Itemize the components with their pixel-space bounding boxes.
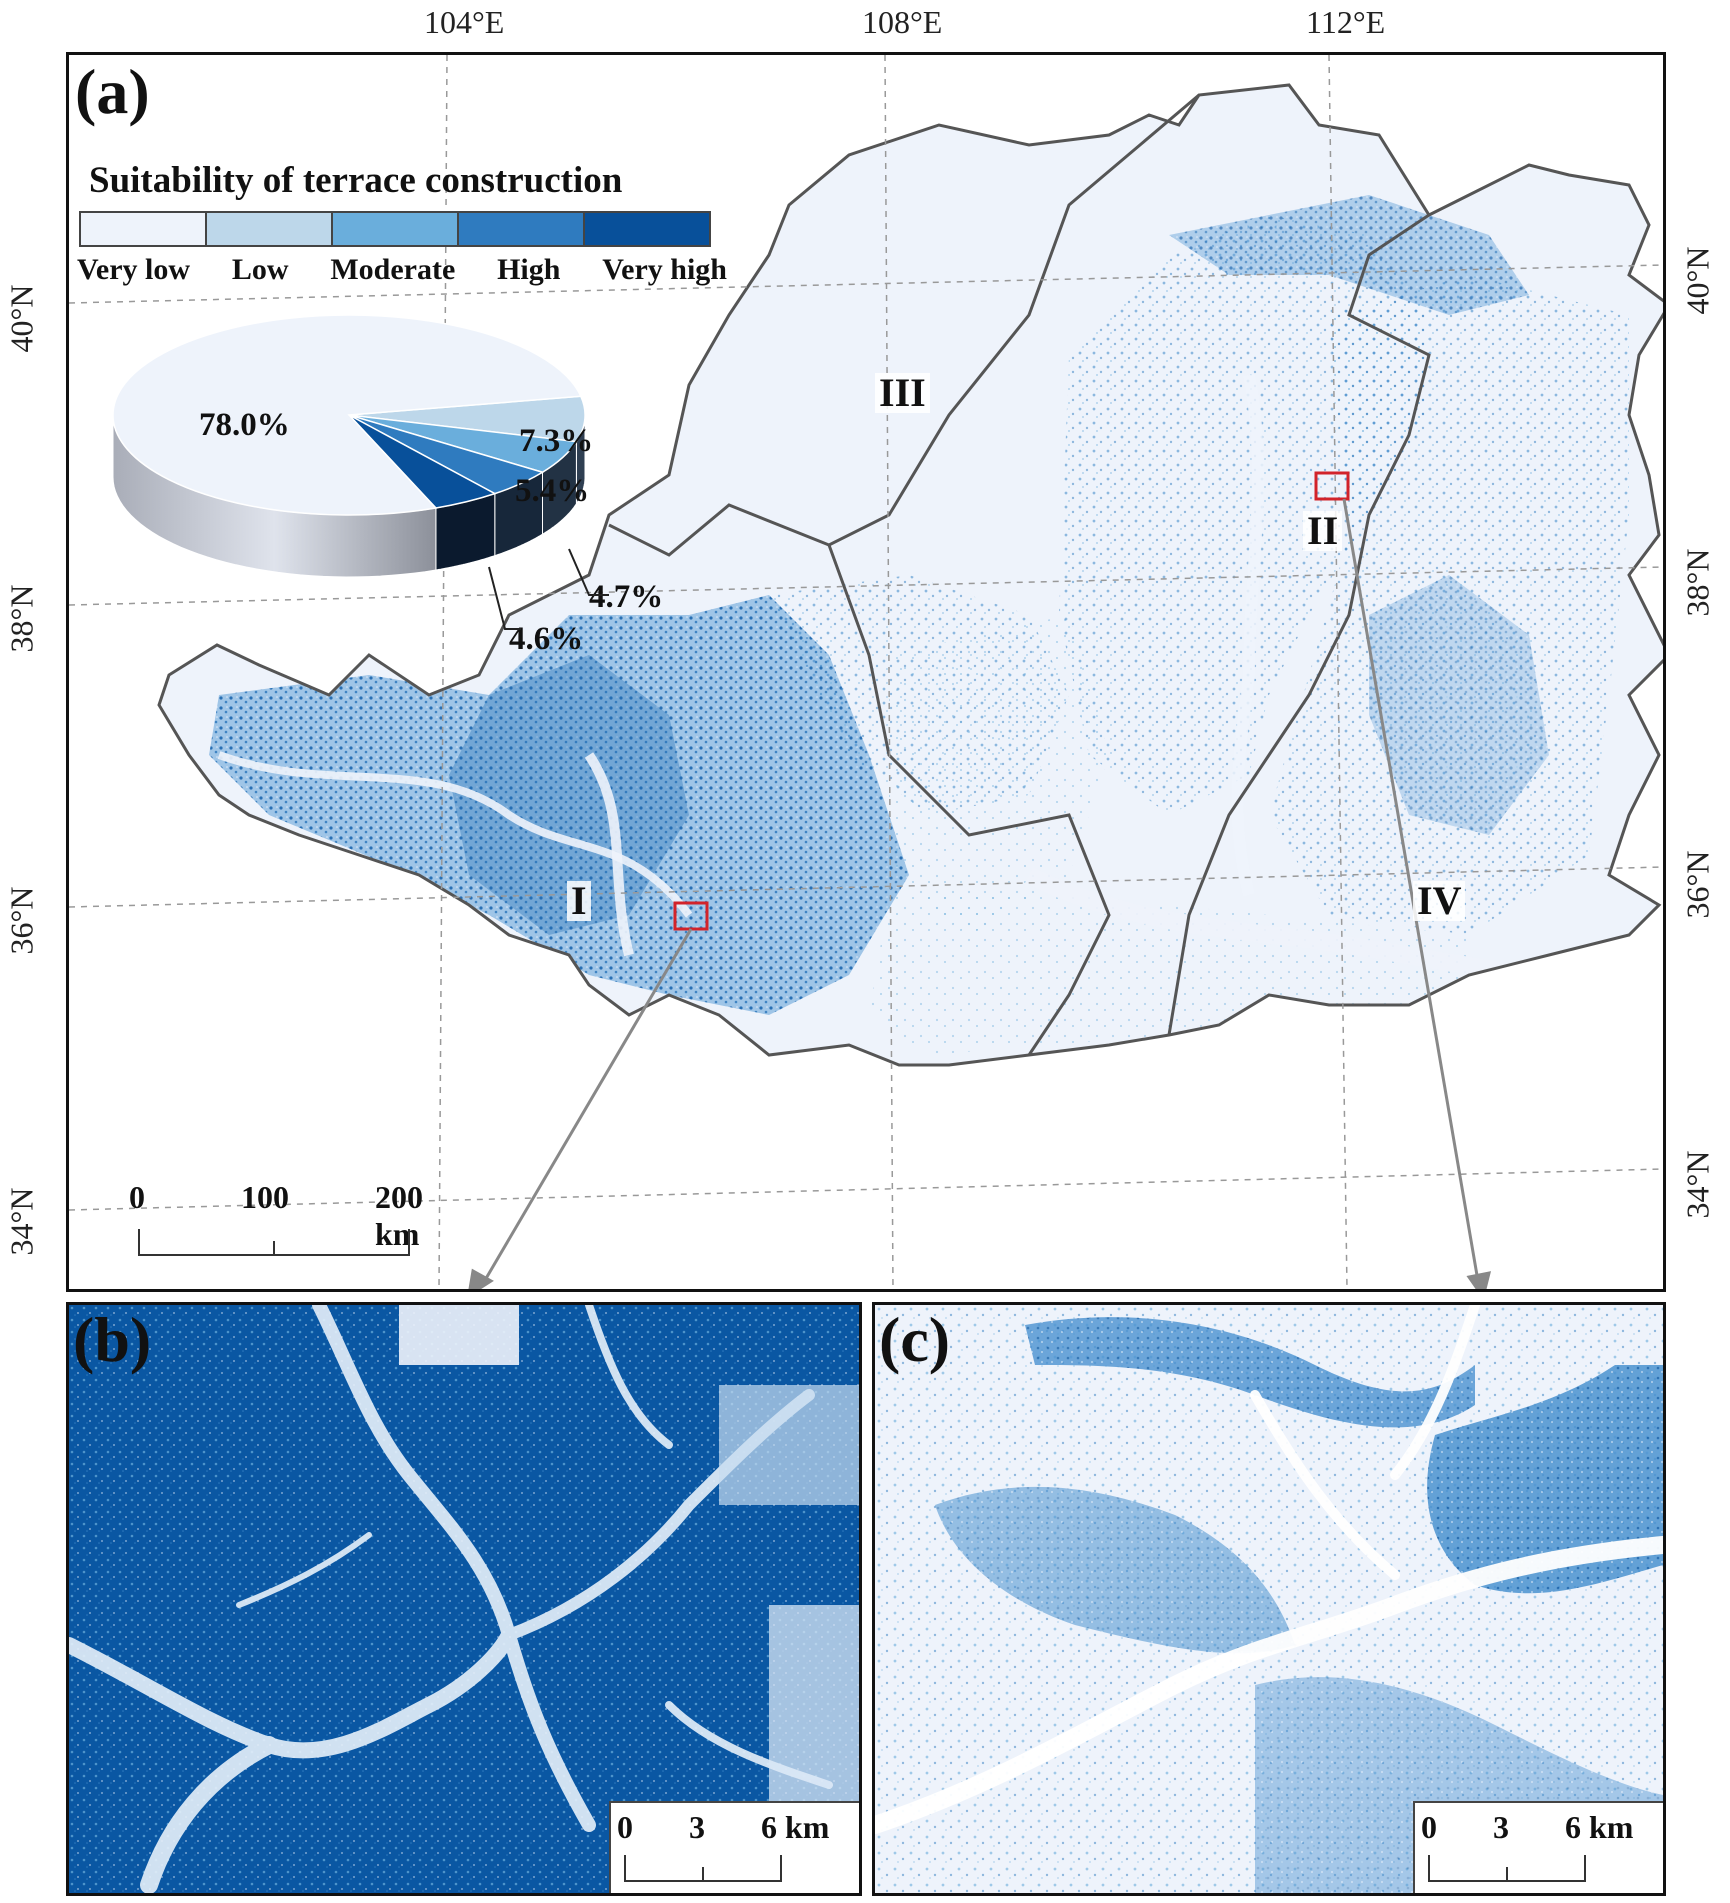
zoom-panel-c: (c) 0 3 6 km [872, 1302, 1666, 1896]
region-boundary-III [608, 93, 1200, 557]
pie-chart [112, 314, 586, 578]
region-label-IV: IV [1413, 881, 1466, 921]
pie-label-very-high: 4.6% [509, 621, 584, 657]
legend-color-bar [79, 211, 711, 247]
lon-label-108: 108°E [862, 4, 943, 40]
scale-main-tick-200: 200 km [375, 1179, 423, 1252]
pie-slice-very-low [112, 314, 582, 516]
legend-title: Suitability of terrace construction [89, 160, 623, 201]
legend-swatch-very-high [585, 213, 709, 245]
zoom-c-canvas [875, 1305, 1663, 1893]
panel-label-b: (b) [73, 1304, 152, 1375]
panel-label-c: (c) [879, 1304, 951, 1375]
suitability-raster [209, 95, 1629, 1055]
scale-b-tick-6: 6 km [761, 1809, 830, 1845]
lat-label-left-34: 34°N [3, 1187, 40, 1256]
lat-label-right-38: 38°N [1679, 548, 1716, 617]
scale-c-tick-6: 6 km [1565, 1809, 1634, 1845]
lat-label-right-40: 40°N [1679, 246, 1716, 315]
zoom-connectors [468, 498, 1492, 1289]
region-boundary-I-east [827, 544, 1111, 1056]
region-label-II: II [1303, 511, 1343, 551]
lon-label-112: 112°E [1306, 4, 1386, 40]
scale-main-tick-100: 100 [241, 1179, 289, 1215]
pie-label-moderate: 5.4% [515, 473, 590, 509]
panel-label-a: (a) [75, 56, 150, 127]
zoom-box-c [1314, 471, 1350, 501]
pie-label-high: 4.7% [589, 579, 664, 615]
region-boundary-II-IV [1167, 213, 1431, 1036]
zoom-panel-b: (b) 0 3 6 km [66, 1302, 862, 1896]
legend-label-very-high: Very high [602, 253, 727, 286]
legend-label-moderate: Moderate [330, 253, 456, 286]
legend-label-high: High [497, 253, 561, 286]
graticule-lines [69, 55, 1663, 1289]
lat-label-left-38: 38°N [3, 584, 40, 653]
scale-bar-c: 0 3 6 km [1413, 1801, 1663, 1893]
legend-swatch-high [459, 213, 585, 245]
main-map-panel: (a) Suitability of terrace construction … [66, 52, 1666, 1292]
lat-label-right-34: 34°N [1679, 1150, 1716, 1219]
scale-bar-main: 0 100 200 km [125, 1179, 425, 1269]
scale-bar-b: 0 3 6 km [609, 1801, 859, 1893]
plateau-boundary [157, 83, 1663, 1067]
legend-label-low: Low [231, 253, 289, 286]
pie-label-very-low: 78.0% [199, 407, 290, 443]
main-map-canvas [69, 55, 1663, 1289]
scale-b-tick-3: 3 [689, 1809, 705, 1845]
zoom-b-canvas [69, 1305, 859, 1893]
scale-main-tick-0: 0 [129, 1179, 145, 1215]
legend-swatch-very-low [81, 213, 207, 245]
scale-b-tick-0: 0 [617, 1809, 633, 1845]
region-label-III: III [875, 373, 930, 413]
lat-label-left-40: 40°N [3, 284, 40, 353]
region-label-I: I [567, 881, 591, 921]
scale-c-tick-3: 3 [1493, 1809, 1509, 1845]
lon-label-104: 104°E [424, 4, 505, 40]
lat-label-right-36: 36°N [1679, 850, 1716, 919]
legend-swatch-low [207, 213, 333, 245]
legend-labels: Very low Low Moderate High Very high [77, 253, 727, 287]
scale-c-tick-0: 0 [1421, 1809, 1437, 1845]
pie-slice-low [348, 395, 586, 443]
pie-label-low: 7.3% [519, 423, 594, 459]
lat-label-left-36: 36°N [3, 886, 40, 955]
legend-swatch-moderate [333, 213, 459, 245]
legend-label-very-low: Very low [77, 253, 191, 286]
